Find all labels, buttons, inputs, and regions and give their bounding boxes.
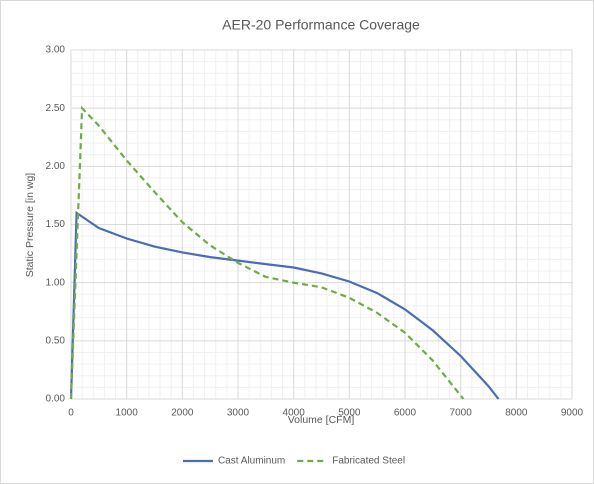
y-tick-label: 1.00: [46, 277, 66, 288]
x-tick-label: 1000: [116, 408, 139, 419]
series-line: [69, 210, 500, 400]
y-axis-title: Static Pressure [in wg]: [24, 173, 36, 278]
y-tick-label: 2.50: [46, 103, 66, 114]
x-tick-label: 4000: [283, 408, 306, 419]
legend-label: Fabricated Steel: [332, 456, 405, 467]
x-tick-label: 2000: [171, 408, 194, 419]
y-tick-label: 0.50: [46, 335, 66, 346]
x-axis-title: Volume [CFM]: [288, 414, 355, 426]
chart-title: AER-20 Performance Coverage: [222, 17, 420, 33]
y-tick-label: 2.00: [46, 161, 66, 172]
x-tick-label: 7000: [450, 408, 473, 419]
x-tick-label: 5000: [338, 408, 361, 419]
x-tick-label: 0: [68, 408, 74, 419]
x-tick-label: 8000: [505, 408, 528, 419]
legend-label: Cast Aluminum: [218, 456, 285, 467]
x-tick-label: 3000: [227, 408, 250, 419]
y-tick-label: 3.00: [46, 45, 66, 56]
x-tick-label: 6000: [394, 408, 417, 419]
y-tick-label: 1.50: [46, 219, 66, 230]
y-tick-label: 0.00: [46, 394, 66, 405]
x-tick-label: 9000: [561, 408, 584, 419]
